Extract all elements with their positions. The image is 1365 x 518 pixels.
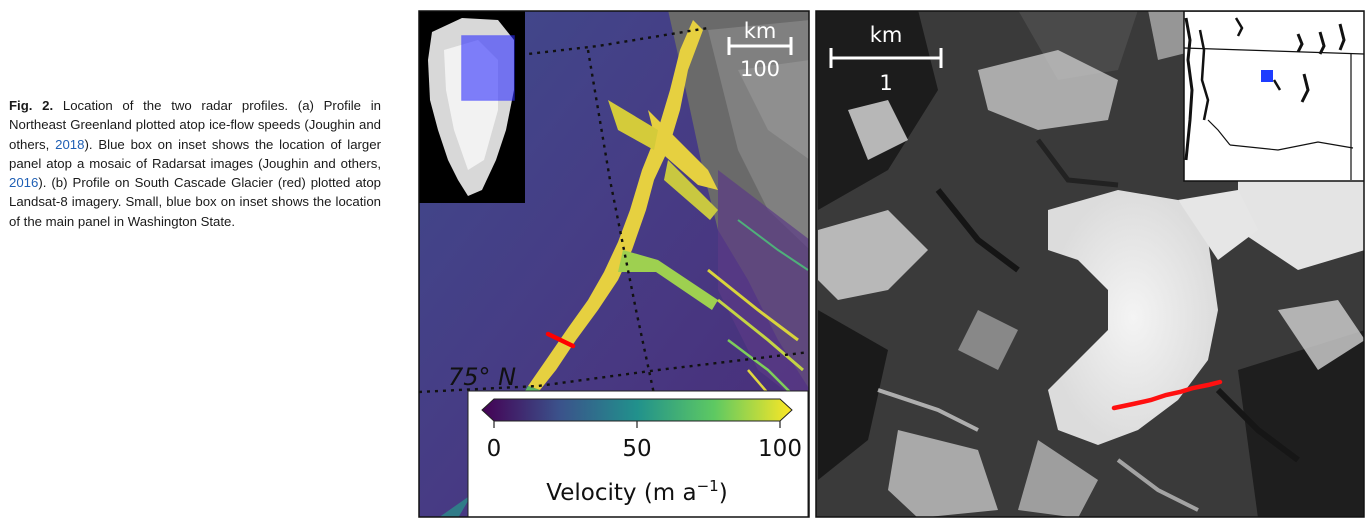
figure-caption: Fig. 2. Location of the two radar profil… (9, 96, 381, 231)
scale-bar-b: km 1 (829, 23, 943, 95)
scale-bar-b-unit: km (870, 23, 903, 47)
greenland-profile-line (545, 331, 576, 349)
inset-location-marker (1261, 70, 1273, 82)
scale-bar-a-unit: km (744, 19, 777, 43)
scale-bar-a-value: 100 (740, 57, 780, 81)
panel-b-map: km 1 (816, 11, 1364, 517)
south-cascade-glacier (1048, 190, 1218, 445)
cascade-profile-line (1111, 379, 1223, 411)
citation-link-2016[interactable]: 2016 (9, 175, 39, 191)
caption-text-2: ). Blue box on inset shows the location … (9, 136, 381, 171)
caption-text-3: ). (b) Profile on South Cascade Glacier … (9, 175, 381, 229)
figure: km 100 75° N 0 50 100 Velocity (m a−1) (418, 10, 1365, 518)
citation-link-2018[interactable]: 2018 (55, 136, 85, 152)
colorbar-label-main: Velocity (m a (546, 480, 696, 506)
latitude-label: 75° N (448, 363, 516, 391)
colorbar-tick-50: 50 (622, 436, 651, 462)
caption-label: Fig. 2. (9, 98, 54, 113)
colorbar-label-sup: −1 (697, 477, 719, 495)
panel-a-map: km 100 75° N 0 50 100 Velocity (m a−1) (419, 11, 809, 517)
colorbar-tick-100: 100 (758, 436, 802, 462)
greenland-inset (419, 11, 525, 203)
colorbar-label: Velocity (m a−1) (546, 477, 727, 506)
inset-location-box (461, 35, 515, 101)
scale-bar-b-value: 1 (879, 71, 892, 95)
washington-inset (1183, 11, 1364, 182)
caption-text-1: Location of the two radar profiles. (a) … (9, 98, 381, 152)
colorbar-tick-0: 0 (487, 436, 502, 462)
ice-stream (528, 20, 703, 390)
colorbar-label-close: ) (719, 480, 728, 506)
scale-bar-a: km 100 (727, 19, 793, 81)
velocity-colorbar: 0 50 100 Velocity (m a−1) (467, 390, 809, 517)
